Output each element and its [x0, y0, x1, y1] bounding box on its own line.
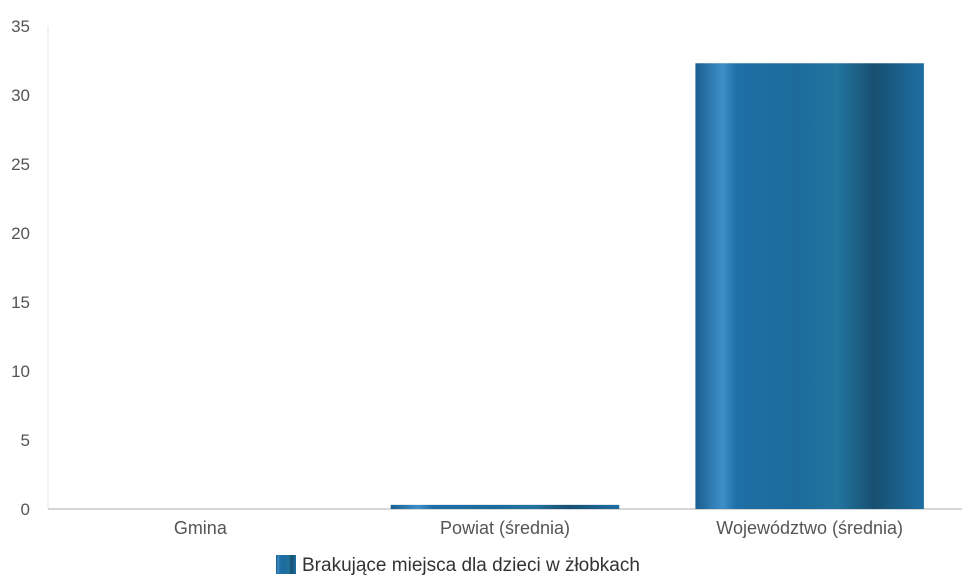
y-tick-label: 5 [21, 431, 30, 450]
x-axis-labels: Gmina Powiat (średnia) Województwo (średni… [174, 518, 903, 538]
y-tick-label: 20 [11, 224, 30, 243]
bars [390, 63, 924, 509]
y-tick-label: 0 [21, 500, 30, 519]
y-tick-label: 35 [11, 17, 30, 36]
legend: Brakujące miejsca dla dzieci w żłobkach [276, 555, 640, 576]
legend-swatch [276, 555, 296, 574]
y-tick-label: 30 [11, 86, 30, 105]
x-tick-label: Gmina [174, 518, 228, 538]
y-tick-label: 15 [11, 293, 30, 312]
x-tick-label: Powiat (średnia) [440, 518, 570, 538]
legend-label: Brakujące miejsca dla dzieci w żłobkach [302, 555, 640, 576]
bar [390, 504, 620, 509]
y-tick-label: 10 [11, 362, 30, 381]
y-axis-ticks: 0 5 10 15 20 25 30 35 [11, 17, 30, 519]
y-tick-label: 25 [11, 155, 30, 174]
x-tick-label: Województwo (średnia) [716, 518, 903, 538]
bar [695, 63, 924, 509]
